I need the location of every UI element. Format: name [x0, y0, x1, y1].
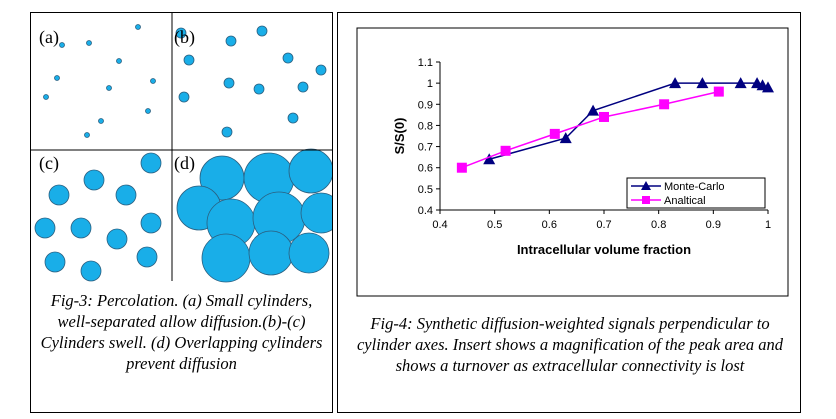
data-point — [549, 128, 560, 139]
panel-c-dots — [34, 152, 162, 282]
data-point — [483, 153, 496, 165]
legend-marker — [642, 196, 650, 204]
data-point — [669, 77, 682, 89]
panel-a-dots — [43, 24, 156, 138]
legend-label: Monte-Carlo — [664, 181, 725, 193]
panel-label: (a) — [39, 27, 59, 48]
data-point — [659, 99, 670, 110]
data-point — [599, 111, 609, 122]
data-point — [713, 86, 724, 97]
data-point — [587, 104, 600, 116]
y-axis-label: S/S(0) — [392, 118, 407, 155]
legend-marker — [641, 181, 651, 190]
figure3-frame — [30, 12, 333, 413]
x-tick-label: 0.5 — [487, 219, 502, 231]
x-tick-label: 0.8 — [651, 219, 666, 231]
y-tick-label: 0.7 — [418, 142, 433, 154]
figure4-frame — [337, 12, 801, 413]
figure4-caption: Fig-4: Synthetic diffusion-weighted sign… — [356, 314, 784, 375]
series-line — [461, 90, 719, 169]
panel-label: (d) — [174, 153, 195, 174]
figure3-caption: Fig-3: Percolation. (a) Small cylinders,… — [40, 291, 323, 373]
data-point — [559, 132, 572, 144]
panel-label: (c) — [39, 153, 59, 174]
x-tick-label: 0.6 — [542, 219, 557, 231]
panel-label: (b) — [174, 27, 195, 48]
y-tick-label: 1 — [427, 78, 433, 90]
y-tick-label: 0.8 — [418, 120, 433, 132]
x-tick-label: 0.7 — [596, 219, 611, 231]
x-tick-label: 1 — [765, 219, 771, 231]
data-point — [500, 145, 511, 156]
y-tick-label: 0.6 — [418, 163, 433, 175]
panel-b-dots — [175, 25, 327, 138]
y-tick-label: 0.9 — [418, 99, 433, 111]
x-tick-label: 0.4 — [432, 219, 447, 231]
x-axis-label: Intracellular volume fraction — [517, 242, 691, 257]
data-point — [456, 162, 467, 173]
y-tick-label: 0.5 — [418, 184, 433, 196]
data-point — [762, 81, 774, 93]
y-tick-label: 0.4 — [418, 205, 433, 217]
percolation-figure: (a) (b) (c) (d) — [31, 13, 332, 283]
data-point — [696, 77, 709, 89]
legend-label: Analtical — [664, 195, 706, 207]
panel-d-dots — [176, 148, 332, 283]
x-tick-label: 0.9 — [706, 219, 721, 231]
y-tick-label: 1.1 — [418, 57, 433, 69]
chart: 0.4 0.5 0.6 0.7 0.8 0.9 1 1.1 0.4 0.5 0.6 0.7 0.8 0.9… — [356, 27, 789, 297]
data-point — [734, 77, 747, 89]
